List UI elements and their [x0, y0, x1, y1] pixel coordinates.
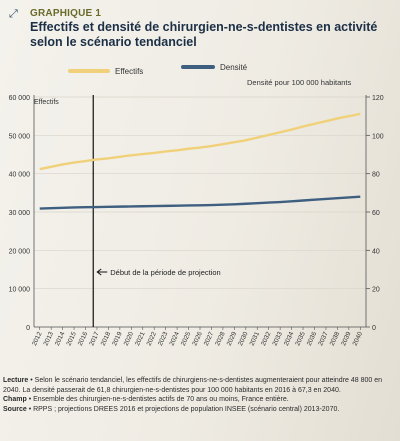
- chart: Effectifs Densité Densité pour 100 000 hab…: [9, 63, 384, 347]
- y-tick-label-right: 20: [372, 287, 380, 294]
- y-tick-label-left: 0: [26, 325, 30, 332]
- chart-notes: Lecture • Selon le scénario tendanciel, …: [3, 376, 395, 414]
- y-tick-label-left: 20 000: [9, 248, 31, 255]
- legend-label-effectifs: Effectifs: [115, 67, 143, 76]
- x-tick-label: 2040: [352, 331, 365, 347]
- y-tick-label-right: 120: [372, 95, 384, 102]
- y-tick-label-left: 10 000: [9, 287, 31, 294]
- y-axis-title-right: Densité pour 100 000 habitants: [247, 78, 351, 87]
- chart-title: Effectifs et densité de chirurgien-ne-s-…: [30, 20, 378, 49]
- y-tick-label-left: 40 000: [9, 172, 31, 179]
- y-tick-label-right: 80: [372, 172, 380, 179]
- y-tick-label-left: 50 000: [9, 133, 31, 140]
- y-axis-title-left: Effectifs: [34, 99, 59, 106]
- y-tick-label-right: 0: [372, 325, 376, 332]
- series-line-effectifs: [39, 112, 361, 171]
- projection-arrow: [96, 268, 108, 276]
- y-tick-label-right: 60: [372, 210, 380, 217]
- note-champ: Champ • Ensemble des chirurgien-ne-s-den…: [3, 396, 289, 404]
- figure-eyebrow: GRAPHIQUE 1: [30, 8, 102, 19]
- y-tick-label-right: 100: [372, 133, 384, 140]
- projection-label: Début de la période de projection: [110, 268, 221, 277]
- legend-label-densite: Densité: [220, 63, 248, 72]
- y-tick-label-left: 30 000: [9, 210, 31, 217]
- series-line-densit: [39, 195, 361, 210]
- y-tick-label-right: 40: [372, 248, 380, 255]
- note-lecture: Lecture • Selon le scénario tendanciel, …: [3, 377, 383, 394]
- y-tick-label-left: 60 000: [9, 95, 31, 102]
- note-source: Source • RPPS ; projections DREES 2016 e…: [3, 405, 340, 413]
- expand-icon[interactable]: ⤢: [9, 8, 18, 20]
